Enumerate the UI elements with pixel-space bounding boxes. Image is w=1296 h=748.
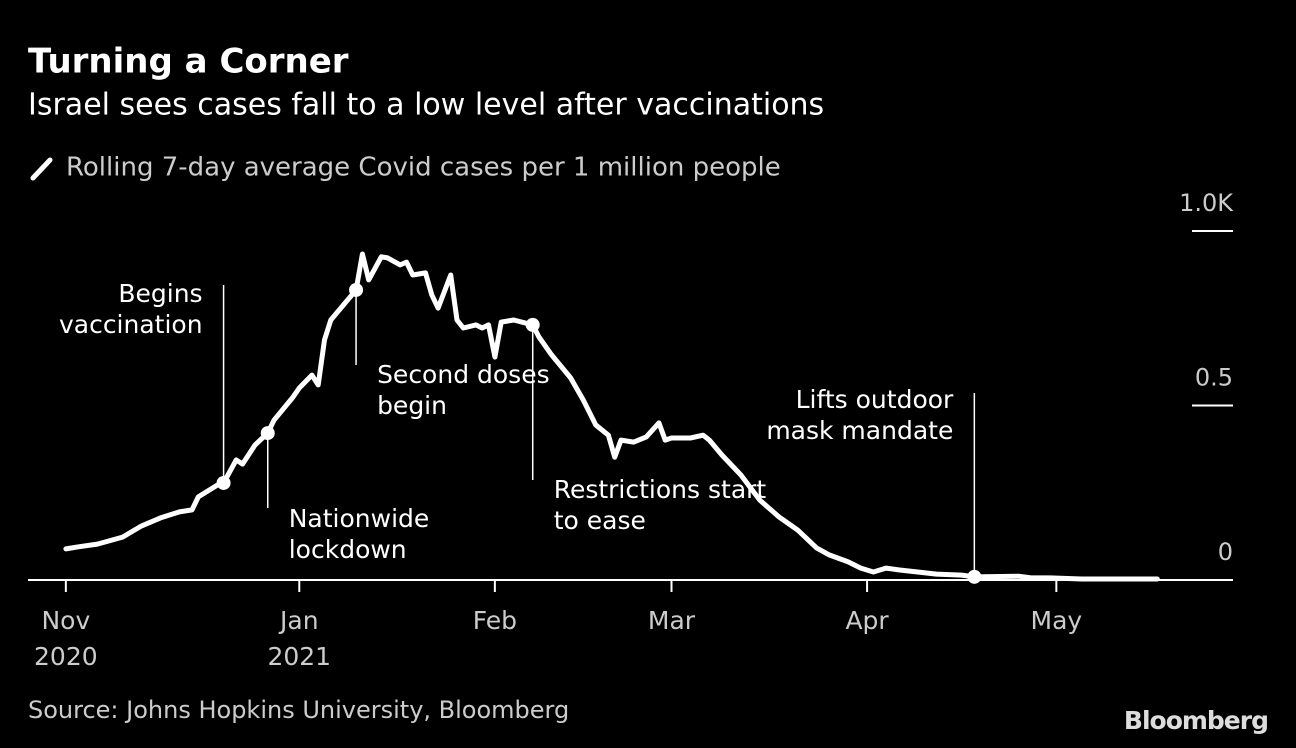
x-tick-sublabel: 2020 — [34, 642, 98, 671]
x-tick-label: Feb — [473, 606, 517, 635]
annotation-text: Restrictions start — [554, 475, 767, 504]
y-tick-label: 1.0K — [1179, 189, 1234, 217]
annotation-text: lockdown — [289, 535, 407, 564]
x-tick-label: Mar — [648, 606, 696, 635]
annotation-text: Nationwide — [289, 504, 430, 533]
chart-subtitle: Israel sees cases fall to a low level af… — [28, 88, 824, 123]
x-tick-label: Apr — [845, 606, 889, 635]
x-tick-label: May — [1031, 606, 1083, 635]
legend-label: Rolling 7-day average Covid cases per 1 … — [66, 153, 781, 183]
annotation-text: Begins — [118, 279, 202, 308]
y-tick-label: 0 — [1218, 538, 1233, 566]
x-tick-label: Nov — [41, 606, 90, 635]
annotation-dot — [349, 282, 364, 297]
y-tick-label: 0.5 — [1195, 364, 1233, 392]
annotation-text: vaccination — [59, 310, 203, 339]
series-line — [63, 251, 1160, 582]
annotation-text: to ease — [554, 506, 646, 535]
brand-logo: Bloomberg — [1124, 706, 1268, 735]
annotation-text: Second doses — [377, 360, 550, 389]
x-tick-sublabel: 2021 — [267, 642, 331, 671]
annotation-text: begin — [377, 391, 447, 420]
annotation-dot — [525, 317, 540, 332]
annotation-dot — [967, 569, 982, 584]
annotation-dot — [260, 426, 275, 441]
source: Source: Johns Hopkins University, Bloomb… — [28, 696, 569, 724]
legend-icon — [30, 157, 53, 181]
annotation-text: mask mandate — [766, 416, 953, 445]
annotation-text: Lifts outdoor — [796, 385, 954, 414]
x-tick-label: Jan — [278, 606, 319, 635]
annotation-dot — [216, 475, 231, 490]
chart-title: Turning a Corner — [28, 42, 349, 82]
